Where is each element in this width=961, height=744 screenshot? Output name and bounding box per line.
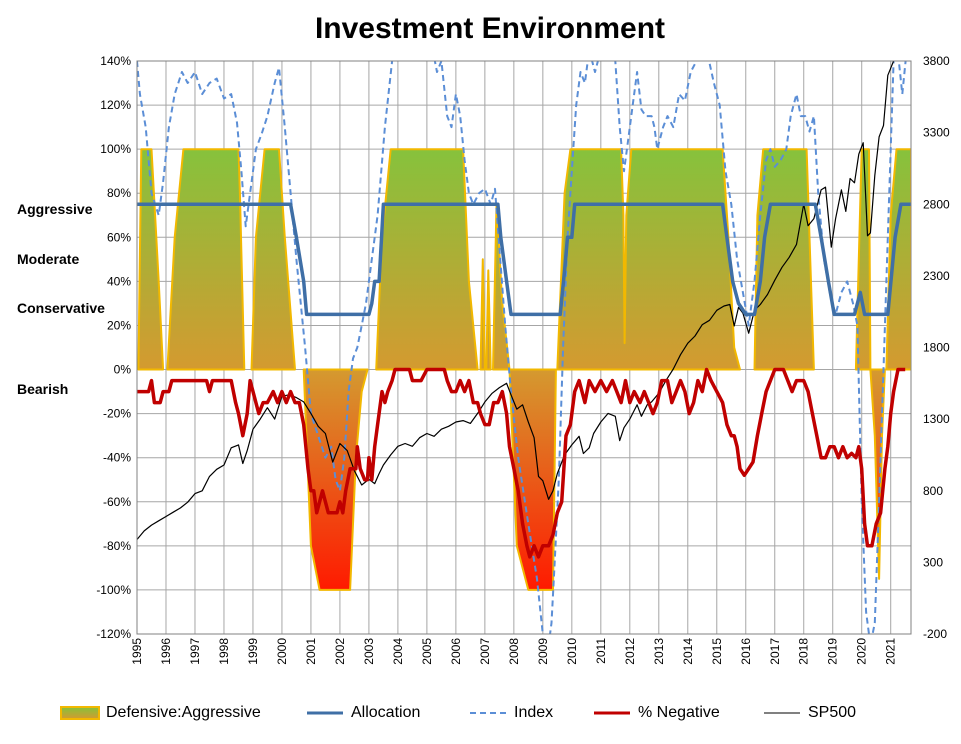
negative-line [137,367,906,559]
y-right-tick-label: 1300 [923,412,950,426]
plot-border [136,60,912,635]
x-tick-label: 1995 [130,638,144,665]
band-label-aggressive: Aggressive [17,201,93,217]
x-tick-label: 2017 [768,638,782,665]
y-right-tick-label: 300 [923,555,943,569]
defensive-aggressive-area [250,148,296,371]
x-tick-label: 2019 [826,638,840,665]
y-right-tick-label: 2800 [923,197,950,211]
legend-item-index: Index [468,700,553,726]
legend-swatch-index [470,712,506,714]
y-left-tick-label: 40% [107,274,131,288]
x-tick-label: 2008 [507,638,521,665]
y-left-tick-label: -40% [103,451,131,465]
y-left-tick-label: 140% [100,54,131,68]
x-tick-label: 2013 [652,638,666,665]
legend-label-defensive-aggressive: Defensive:Aggressive [106,704,261,721]
y-right-tick-label: 2300 [923,269,950,283]
legend-label-sp500: SP500 [808,704,857,721]
x-tick-label: 2014 [681,638,695,665]
y-left-tick-label: 120% [100,98,131,112]
legend-item-negative: % Negative [592,700,720,726]
defensive-aggressive-area [479,258,486,371]
defensive-aggressive-area [375,148,479,371]
y-left-tick-label: -80% [103,539,131,553]
legend-swatch-allocation [307,711,343,715]
x-tick-label: 2021 [884,638,898,665]
y-left-tick-label: 0% [114,363,132,377]
y-right-tick-label: 3800 [923,54,950,68]
x-tick-label: 2009 [536,638,550,665]
y-left-tick-label: 80% [107,186,131,200]
defensive-aggressive-area [556,148,741,371]
defensive-aggressive-area [508,368,557,591]
defensive-aggressive-area [854,148,872,371]
x-tick-label: 2011 [594,638,608,664]
legend-item-allocation: Allocation [305,700,420,726]
x-tick-label: 1996 [159,638,173,665]
y-left-tick-label: 60% [107,230,131,244]
x-tick-label: 2010 [565,638,579,665]
defensive-aggressive-area [492,203,511,371]
x-tick-label: 2007 [478,638,492,665]
sp500-line [137,61,895,540]
x-tick-label: 2012 [623,638,637,665]
band-label-bearish: Bearish [17,381,69,397]
x-tick-label: 2015 [710,638,724,665]
legend-label-index: Index [514,704,554,721]
legend-label-allocation: Allocation [351,704,421,721]
y-left-tick-label: 100% [100,142,131,156]
legend-swatch-negative [594,711,630,715]
x-tick-label: 2005 [420,638,434,665]
legend-swatch-fill [60,706,100,720]
x-tick-label: 2001 [304,638,318,665]
x-tick-label: 2020 [855,638,869,665]
allocation-line [137,202,911,317]
y-right-tick-label: 1800 [923,341,950,355]
y-left-tick-label: -100% [96,583,131,597]
band-label-moderate: Moderate [17,251,80,267]
chart-title: Investment Environment [314,12,666,45]
index-line [137,61,911,634]
x-tick-label: 1999 [246,638,260,665]
defensive-aggressive-area [166,148,246,371]
legend: Defensive:Aggressive Allocation Index % … [0,700,961,726]
y-left-tick-label: -60% [103,495,131,509]
x-tick-label: 2000 [275,638,289,665]
y-left-tick-label: -20% [103,407,131,421]
band-label-conservative: Conservative [17,300,105,316]
x-tick-label: 2003 [362,638,376,665]
x-tick-label: 2018 [797,638,811,665]
y-right-tick-label: 800 [923,484,943,498]
y-right-tick-label: -200 [923,627,947,641]
x-tick-label: 1997 [188,638,202,665]
x-tick-label: 2016 [739,638,753,665]
defensive-aggressive-area [485,269,492,371]
defensive-aggressive-area [302,368,369,591]
x-tick-label: 1998 [217,638,231,665]
y-left-tick-label: -120% [96,627,131,641]
legend-label-negative: % Negative [638,704,720,721]
y-right-tick-label: 3300 [923,126,950,140]
legend-swatch-sp500 [764,712,800,714]
y-left-tick-label: 20% [107,318,131,332]
legend-item-sp500: SP500 [762,700,856,726]
legend-item-defensive-aggressive: Defensive:Aggressive [60,700,261,726]
x-tick-label: 2004 [391,638,405,665]
x-tick-label: 2006 [449,638,463,665]
plot-area: 140% 120% 100% 80% 60% 40% 20% 0% -20% -40% -60% -8… [96,54,950,665]
x-tick-label: 2002 [333,638,347,665]
